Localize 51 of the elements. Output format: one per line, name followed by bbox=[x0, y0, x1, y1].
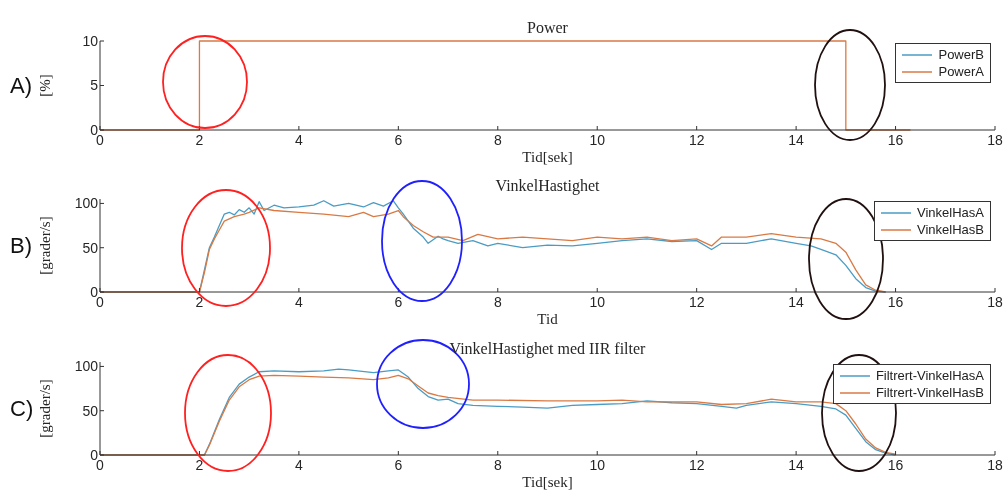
legend-label: Filtrert-VinkelHasA bbox=[875, 367, 984, 384]
x-tick-label: 8 bbox=[493, 456, 502, 473]
y-tick-label: 100 bbox=[74, 195, 99, 212]
x-tick-label: 14 bbox=[788, 131, 805, 148]
y-tick-label: 100 bbox=[74, 358, 99, 375]
x-tick-label: 4 bbox=[294, 456, 303, 473]
x-tick-label: 18 bbox=[987, 293, 1003, 310]
x-tick-label: 12 bbox=[688, 293, 705, 310]
legend-label: PowerB bbox=[938, 46, 984, 63]
x-tick-label: 18 bbox=[987, 131, 1003, 148]
x-tick-label: 8 bbox=[493, 131, 502, 148]
x-tick-label: 6 bbox=[394, 456, 403, 473]
y-axis-title: [grader/s] bbox=[37, 379, 54, 438]
x-tick-label: 2 bbox=[195, 456, 204, 473]
text: A) bbox=[10, 72, 32, 99]
x-tick-label: 12 bbox=[688, 131, 705, 148]
x-tick-label: 16 bbox=[887, 456, 904, 473]
x-tick-label: 12 bbox=[688, 456, 705, 473]
x-tick-label: 2 bbox=[195, 131, 204, 148]
x-tick-label: 10 bbox=[589, 131, 606, 148]
x-tick-label: 16 bbox=[887, 131, 904, 148]
text: C) bbox=[10, 395, 34, 422]
y-tick-label: 50 bbox=[82, 402, 99, 419]
x-tick-label: 4 bbox=[294, 131, 303, 148]
chart-title: VinkelHastighet bbox=[494, 177, 601, 195]
x-tick-label: 10 bbox=[589, 293, 606, 310]
x-axis-title: Tid[sek] bbox=[521, 149, 574, 166]
legend-label: PowerA bbox=[938, 63, 984, 80]
x-tick-label: 14 bbox=[788, 293, 805, 310]
y-axis-title: [%] bbox=[37, 74, 54, 97]
y-tick-label: 5 bbox=[90, 77, 99, 94]
x-tick-label: 16 bbox=[887, 293, 904, 310]
chart-title: Power bbox=[526, 19, 569, 37]
x-tick-label: 18 bbox=[987, 456, 1003, 473]
x-tick-label: 2 bbox=[195, 293, 204, 310]
x-tick-label: 10 bbox=[589, 456, 606, 473]
x-tick-label: 6 bbox=[394, 131, 403, 148]
x-tick-label: 8 bbox=[493, 293, 502, 310]
y-axis-title: [grader/s] bbox=[37, 216, 54, 275]
x-tick-label: 14 bbox=[788, 456, 805, 473]
x-axis-title: Tid bbox=[536, 311, 559, 328]
y-tick-label: 50 bbox=[82, 239, 99, 256]
legend-label: Filtrert-VinkelHasB bbox=[875, 384, 984, 401]
text: B) bbox=[10, 232, 32, 259]
x-tick-label: 4 bbox=[294, 293, 303, 310]
legend-label: VinkelHasA bbox=[917, 204, 984, 221]
x-axis-title: Tid[sek] bbox=[521, 474, 574, 491]
x-tick-label: 6 bbox=[394, 293, 403, 310]
y-tick-label: 10 bbox=[82, 32, 99, 49]
chart-title: VinkelHastighet med IIR filter bbox=[448, 340, 647, 358]
legend-label: VinkelHasB bbox=[917, 221, 984, 238]
